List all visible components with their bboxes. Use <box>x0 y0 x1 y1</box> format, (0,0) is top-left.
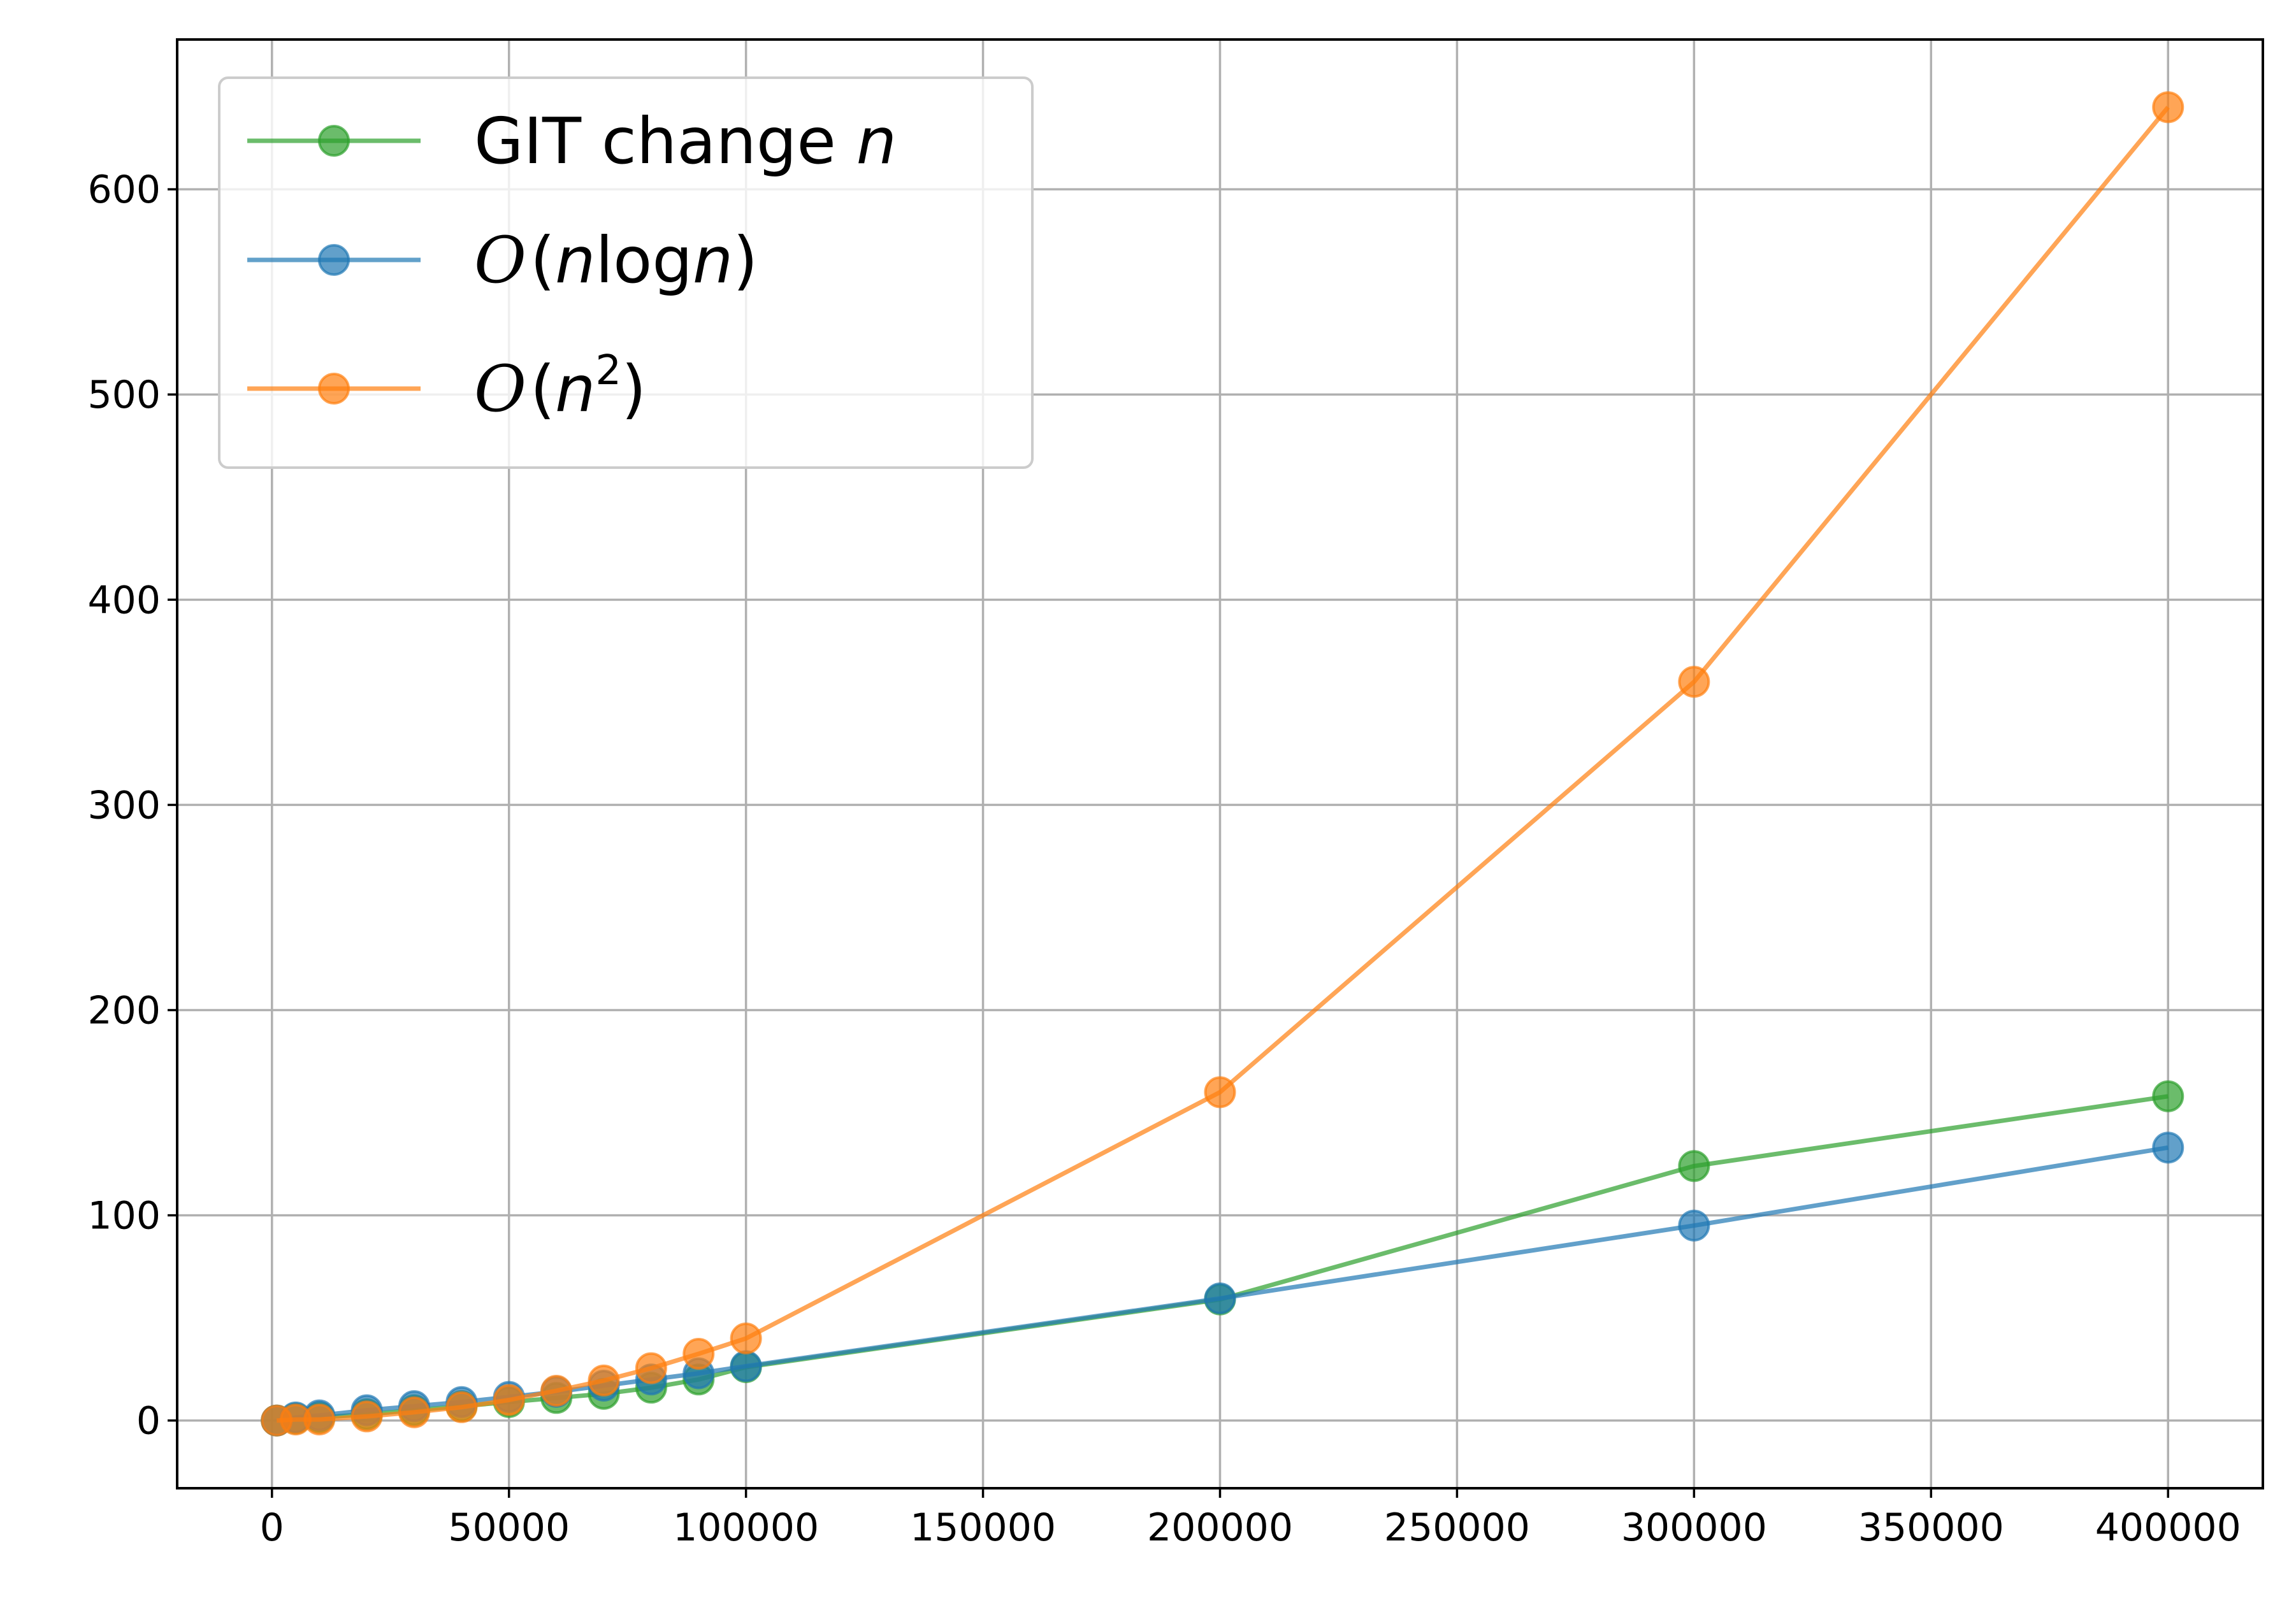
x-tick-label: 0 <box>260 1505 284 1550</box>
data-point <box>2152 91 2184 124</box>
legend-label-part: GIT change <box>474 104 856 178</box>
data-point <box>1204 1282 1236 1315</box>
x-tick-label: 150000 <box>910 1505 1056 1550</box>
data-point <box>2152 1080 2184 1112</box>
data-point <box>2152 1131 2184 1164</box>
x-tick-label: 50000 <box>448 1505 570 1550</box>
legend-marker <box>318 244 350 276</box>
x-tick-label: 250000 <box>1384 1505 1530 1550</box>
legend-label-part: n <box>555 352 595 426</box>
legend-box <box>218 76 1034 469</box>
legend-entry-2: O(n2) <box>247 347 646 426</box>
legend-label-part: ( <box>530 223 555 298</box>
data-point <box>1204 1076 1236 1109</box>
legend-label-part: O <box>474 352 526 426</box>
data-point <box>493 1384 525 1416</box>
series-2 <box>261 91 2184 1437</box>
legend-label-part: ) <box>733 223 758 298</box>
y-tick-label: 500 <box>87 373 161 417</box>
legend-label: O(n2) <box>474 347 646 426</box>
data-point <box>303 1403 336 1436</box>
legend-entry-0: GIT change n <box>247 104 897 178</box>
y-tick-label: 100 <box>87 1194 161 1238</box>
axis-ticks: 0 50000 100000 150000 200000 250000 300000 3500… <box>87 168 2241 1550</box>
data-point <box>730 1322 762 1354</box>
legend-marker <box>318 125 350 157</box>
x-tick-label: 350000 <box>1858 1505 2004 1550</box>
legend-label-part: ) <box>621 352 646 426</box>
data-point <box>445 1391 478 1423</box>
x-tick-label: 200000 <box>1147 1505 1293 1550</box>
data-point <box>682 1338 715 1370</box>
y-tick-label: 600 <box>87 168 161 212</box>
legend-label-part: 2 <box>595 347 621 394</box>
legend-label: GIT change n <box>474 104 897 178</box>
legend: GIT change nO(nlogn)O(n2) <box>218 76 1034 469</box>
legend-label: O(nlogn) <box>474 223 758 298</box>
legend-marker <box>318 373 350 405</box>
legend-label-part: n <box>693 223 733 298</box>
y-tick-label: 400 <box>87 578 161 622</box>
legend-entry-1: O(nlogn) <box>247 223 758 298</box>
x-tick-label: 300000 <box>1621 1505 1767 1550</box>
series-layer <box>261 91 2184 1437</box>
data-point <box>350 1400 383 1433</box>
legend-label-part: O <box>474 223 526 298</box>
legend-label-part: n <box>856 104 897 178</box>
data-point <box>1678 666 1710 698</box>
data-point <box>1678 1150 1710 1182</box>
y-tick-label: 300 <box>87 783 161 828</box>
data-point <box>588 1364 620 1396</box>
x-tick-label: 400000 <box>2095 1505 2241 1550</box>
x-tick-label: 100000 <box>673 1505 819 1550</box>
data-point <box>398 1396 430 1428</box>
data-point <box>1678 1209 1710 1242</box>
data-point <box>730 1350 762 1382</box>
legend-label-part: n <box>555 223 595 298</box>
legend-label-part: log <box>595 223 692 298</box>
y-tick-label: 0 <box>136 1399 161 1444</box>
legend-label-part: ( <box>530 352 555 426</box>
data-point <box>635 1352 667 1384</box>
y-tick-label: 200 <box>87 989 161 1033</box>
data-point <box>540 1375 573 1407</box>
